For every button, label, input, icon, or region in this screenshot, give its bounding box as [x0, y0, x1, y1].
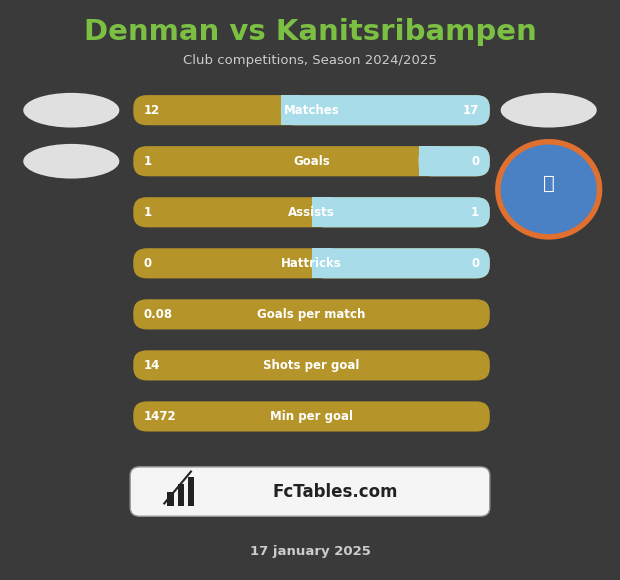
Ellipse shape — [24, 144, 120, 179]
FancyBboxPatch shape — [133, 401, 490, 432]
Bar — [312, 248, 332, 278]
Ellipse shape — [501, 93, 596, 128]
Text: 14: 14 — [144, 359, 160, 372]
FancyBboxPatch shape — [418, 146, 490, 176]
Text: Shots per goal: Shots per goal — [264, 359, 360, 372]
FancyBboxPatch shape — [133, 299, 490, 329]
Bar — [418, 146, 439, 176]
FancyBboxPatch shape — [312, 248, 490, 278]
Bar — [167, 492, 174, 506]
Text: 1: 1 — [144, 155, 152, 168]
Text: Hattricks: Hattricks — [281, 257, 342, 270]
Bar — [281, 95, 301, 125]
Text: 0.08: 0.08 — [144, 308, 173, 321]
Text: Denman vs Kanitsribampen: Denman vs Kanitsribampen — [84, 18, 536, 46]
Text: FcTables.com: FcTables.com — [272, 483, 397, 501]
Text: 0: 0 — [144, 257, 152, 270]
Circle shape — [498, 142, 600, 237]
Text: 17: 17 — [463, 104, 479, 117]
Text: 1: 1 — [144, 206, 152, 219]
Text: 17 january 2025: 17 january 2025 — [250, 545, 370, 557]
Text: Min per goal: Min per goal — [270, 410, 353, 423]
Text: Goals: Goals — [293, 155, 330, 168]
FancyBboxPatch shape — [133, 197, 490, 227]
Bar — [188, 477, 194, 506]
FancyBboxPatch shape — [281, 95, 490, 125]
FancyBboxPatch shape — [130, 467, 490, 516]
FancyBboxPatch shape — [133, 350, 490, 380]
FancyBboxPatch shape — [312, 197, 490, 227]
Bar — [312, 197, 332, 227]
Text: 0: 0 — [471, 257, 479, 270]
FancyBboxPatch shape — [133, 95, 490, 125]
Text: ⚽: ⚽ — [543, 174, 554, 193]
Text: Assists: Assists — [288, 206, 335, 219]
Text: 0: 0 — [471, 155, 479, 168]
Text: 1: 1 — [471, 206, 479, 219]
Text: Matches: Matches — [284, 104, 339, 117]
Text: Club competitions, Season 2024/2025: Club competitions, Season 2024/2025 — [183, 55, 437, 67]
Ellipse shape — [24, 93, 120, 128]
FancyBboxPatch shape — [133, 146, 490, 176]
Text: 12: 12 — [144, 104, 160, 117]
Text: Goals per match: Goals per match — [257, 308, 366, 321]
FancyBboxPatch shape — [133, 248, 490, 278]
Text: 1472: 1472 — [144, 410, 177, 423]
Bar — [178, 484, 184, 506]
